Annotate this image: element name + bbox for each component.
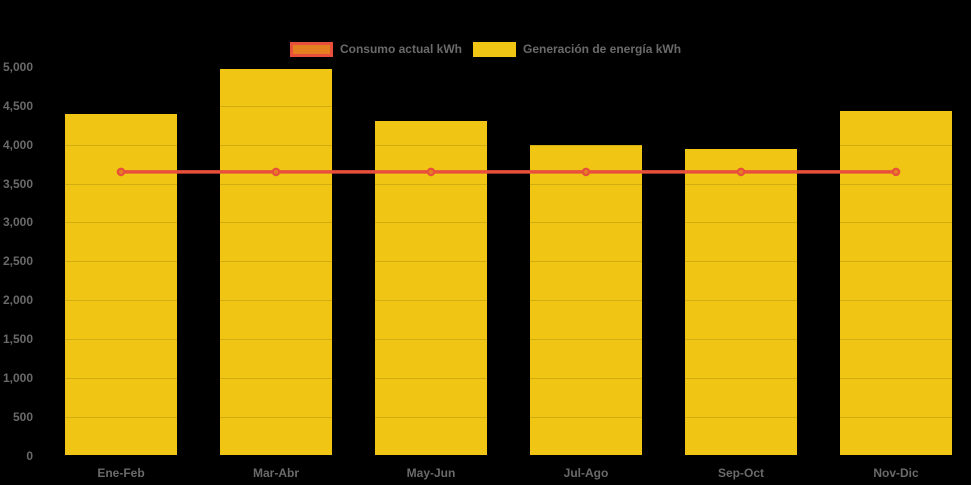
x-axis-tick-label: Mar-Abr: [252, 466, 299, 480]
bar-jul-ago[interactable]: [530, 144, 642, 456]
legend-item-generacion-energia[interactable]: Generación de energía kWh: [472, 42, 682, 57]
y-axis-tick-label: 4,500: [2, 98, 33, 113]
y-axis-tick-label: 500: [12, 409, 33, 424]
gridline: [43, 67, 971, 68]
gridline: [43, 261, 971, 263]
bar-sep-oct[interactable]: [685, 148, 797, 456]
consumo-point[interactable]: [581, 167, 591, 177]
gridline: [43, 144, 971, 146]
gridline: [43, 377, 971, 379]
x-axis-tick-label: Ene-Feb: [97, 466, 145, 480]
gridline: [43, 338, 971, 340]
y-axis-tick-label: 3,000: [2, 215, 33, 230]
x-axis-tick-label: Sep-Oct: [717, 466, 764, 480]
chart-legend: Consumo actual kWh Generación de energía…: [0, 42, 971, 57]
consumo-point[interactable]: [426, 167, 436, 177]
bar-may-jun[interactable]: [375, 121, 487, 456]
consumo-point[interactable]: [271, 167, 281, 177]
consumo-point[interactable]: [736, 167, 746, 177]
gridline: [43, 222, 971, 224]
x-axis-tick-label: Jul-Ago: [563, 466, 609, 480]
legend-swatch-generacion-icon: [472, 42, 516, 57]
y-axis-tick-label: 3,500: [2, 176, 33, 191]
gridline: [43, 105, 971, 107]
x-axis-tick-label: Nov-Dic: [873, 466, 919, 480]
y-axis-tick-label: 1,500: [2, 331, 33, 346]
y-axis-tick-label: 4,000: [2, 137, 33, 152]
y-axis-tick-label: 1,000: [2, 370, 33, 385]
gridline: [43, 183, 971, 185]
consumo-point[interactable]: [891, 167, 901, 177]
gridline: [43, 416, 971, 418]
legend-item-consumo-actual[interactable]: Consumo actual kWh: [289, 42, 462, 57]
y-axis-tick-label: 5,000: [2, 60, 33, 74]
y-axis-tick-label: 2,000: [2, 293, 33, 308]
legend-label-consumo: Consumo actual kWh: [339, 42, 462, 56]
consumo-point[interactable]: [116, 167, 126, 177]
gridline: [43, 455, 971, 457]
y-axis-tick-label: 0: [26, 448, 33, 463]
legend-label-generacion: Generación de energía kWh: [522, 42, 682, 56]
gridline: [43, 300, 971, 302]
legend-swatch-consumo-icon: [289, 42, 333, 57]
bar-mar-abr[interactable]: [220, 68, 332, 456]
y-axis-tick-label: 2,500: [2, 254, 33, 269]
x-axis-tick-label: May-Jun: [406, 466, 456, 480]
